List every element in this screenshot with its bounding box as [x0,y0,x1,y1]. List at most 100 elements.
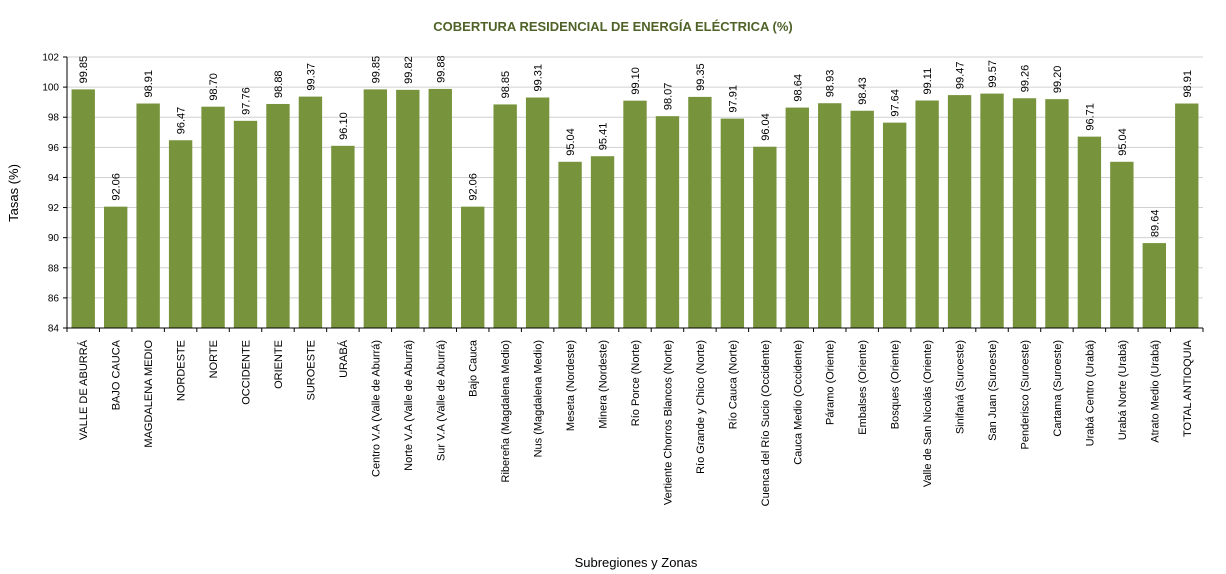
data-label: 98.91 [1182,70,1194,98]
data-label: 99.31 [533,64,545,92]
data-label: 96.47 [176,107,188,135]
category-label: ORIENTE [273,340,285,389]
category-label: Sur V.A (Valle de Aburrá) [435,340,447,461]
data-label: 98.64 [792,74,804,102]
category-label: NORDESTE [176,340,188,401]
bar [461,206,485,328]
bar [396,89,420,329]
bar [71,89,95,328]
axes [63,56,1204,332]
category-label: Cartama (Suroeste) [1052,340,1064,437]
data-label: 98.85 [500,71,512,99]
category-label: Atrato Medio (Urabá) [1149,340,1161,443]
bar [818,103,842,329]
x-axis-label: Subregiones y Zonas [575,555,698,570]
bar [785,107,809,328]
y-tick-label: 98 [48,113,60,124]
y-tick-label: 88 [48,263,60,274]
data-label: 98.88 [273,70,285,98]
data-label: 99.10 [630,67,642,95]
category-label: Cauca Medio (Occidente) [792,340,804,465]
category-label: Urabá Centro (Urabá) [1084,340,1096,446]
category-labels: VALLE DE ABURRÁ BAJO CAUCA MAGDALENA MEDIO… [77,339,1194,506]
category-label: Centro V.A (Valle de Aburrá) [370,340,382,477]
data-label: 95.04 [1117,128,1129,156]
bar [104,206,128,328]
bar [753,146,777,328]
category-label: Río Grande y Chico (Norte) [695,340,707,474]
category-label: Meseta (Nordeste) [565,340,577,431]
data-label: 98.07 [662,83,674,111]
category-label: SUROESTE [305,340,317,401]
data-label: 95.04 [565,128,577,156]
y-tick-label: 92 [48,203,60,214]
y-tick-labels: 84 86 88 90 92 94 96 98 100 102 [42,53,59,335]
data-label: 99.20 [1052,66,1064,94]
bar [590,156,615,328]
data-label: 99.85 [78,56,90,84]
category-label: URABÁ [337,339,350,378]
data-label: 97.76 [241,87,253,115]
category-label: TOTAL ANTIOQUIA [1182,339,1194,437]
category-label: Embalses (Oriente) [857,340,869,435]
data-label: 99.88 [435,55,447,83]
category-label: BAJO CAUCA [111,339,123,410]
data-labels: 99.85 92.06 98.91 96.47 98.70 97.76 98.88 99.37… [78,55,1194,237]
bar [1142,243,1166,328]
data-label: 96.71 [1084,103,1096,131]
bar [850,110,874,328]
bar [525,97,550,328]
chart-title: COBERTURA RESIDENCIAL DE ENERGÍA ELÉCTRI… [433,19,792,34]
category-label: Bosques (Oriente) [890,340,902,429]
category-label: Cuenca del Río Sucio (Occidente) [760,340,772,506]
bar [1110,161,1134,328]
data-label: 99.35 [695,63,707,91]
bars [71,88,1199,329]
bar [980,93,1004,329]
category-label: Páramo (Oriente) [825,340,837,425]
data-label: 96.04 [760,113,772,141]
category-label: NORTE [208,340,220,378]
bar [363,89,388,328]
bar [331,145,355,328]
bar [623,100,647,329]
category-label: OCCIDENTE [241,340,253,405]
category-label: Norte V.A (Valle de Aburrá) [403,340,415,471]
category-label: San Juan (Suroeste) [987,340,999,441]
category-label: Nus (Magdalena Medio) [533,340,545,457]
y-tick-label: 100 [42,83,59,94]
data-label: 89.64 [1149,210,1161,238]
data-label: 99.57 [987,60,999,88]
y-tick-label: 84 [48,324,60,335]
data-label: 92.06 [468,173,480,201]
category-label: Valle de San Nicolás (Oriente) [922,340,934,487]
y-tick-label: 96 [48,143,60,154]
bar [298,96,323,329]
bar [1012,98,1037,328]
y-tick-label: 90 [48,233,60,244]
y-tick-label: 86 [48,293,60,304]
data-label: 92.06 [111,173,123,201]
data-label: 99.47 [955,62,967,90]
data-label: 99.85 [370,56,382,84]
category-label: Bajo Cauca [468,339,480,397]
bar [688,96,712,329]
data-label: 95.41 [598,123,610,151]
bar [1045,99,1069,329]
category-label: Penderisco (Suroeste) [1019,340,1031,449]
y-tick-label: 102 [42,53,59,64]
data-label: 98.70 [208,73,220,101]
bar [136,103,160,328]
y-tick-label: 94 [48,173,60,184]
category-label: VALLE DE ABURRÁ [77,339,90,440]
category-label: Río Porce (Norte) [630,340,642,426]
bar [915,100,939,328]
category-label: Urabá Norte (Urabá) [1117,340,1129,440]
data-label: 98.93 [825,70,837,98]
bar [882,122,907,329]
bar [947,95,972,329]
bar [655,116,680,328]
data-label: 99.82 [403,56,415,84]
